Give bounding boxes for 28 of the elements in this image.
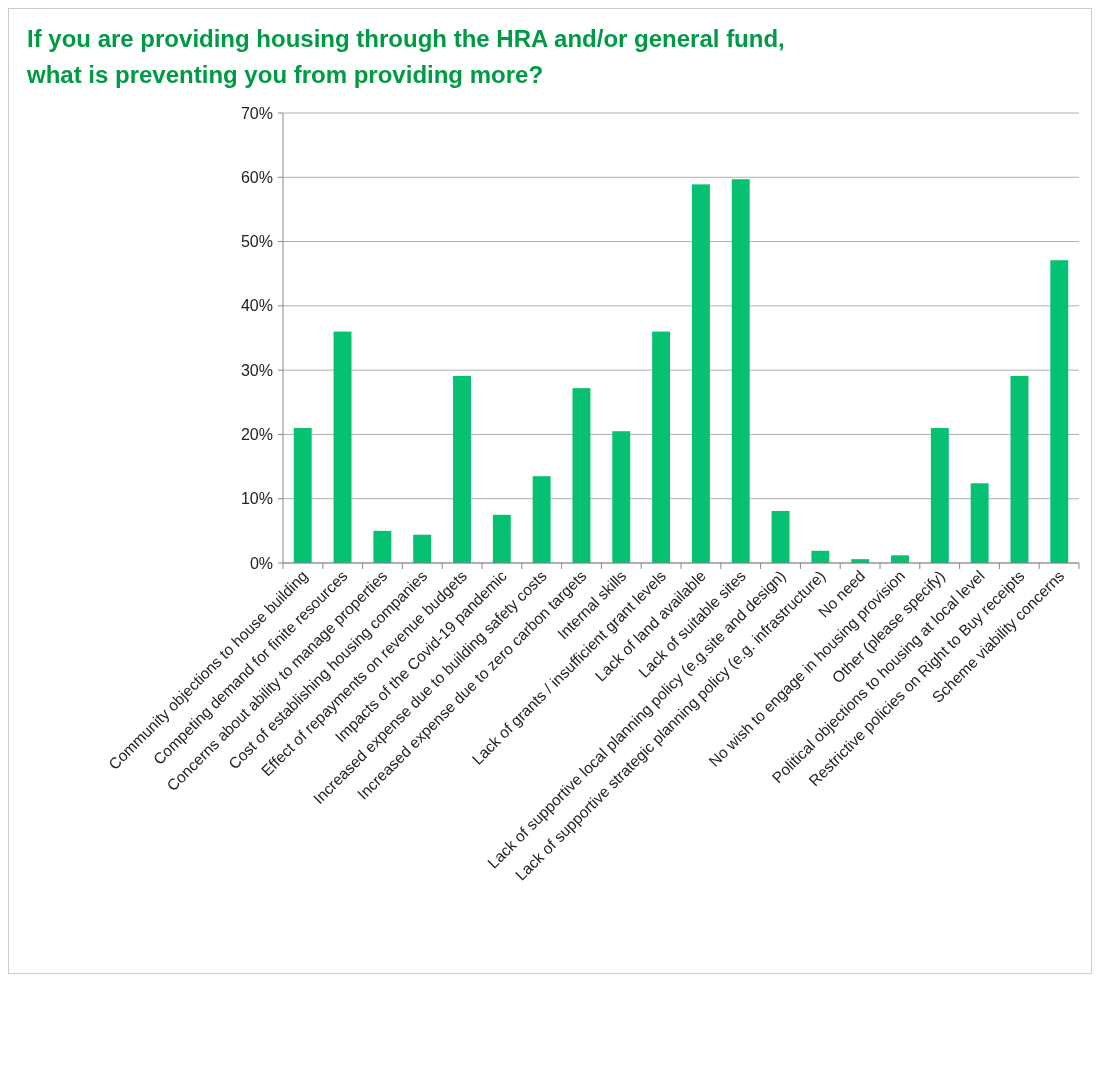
y-tick-label: 50%	[240, 233, 273, 251]
y-tick-label: 30%	[240, 361, 273, 379]
bar	[453, 375, 471, 563]
bar	[612, 431, 631, 563]
bar	[532, 476, 551, 563]
bar	[572, 388, 591, 563]
bar	[333, 331, 352, 563]
bar	[811, 550, 830, 563]
bar	[1050, 260, 1069, 563]
bar	[293, 428, 312, 563]
y-tick-label: 60%	[240, 168, 273, 186]
bar	[652, 331, 671, 563]
bar	[373, 530, 392, 563]
bar	[1010, 375, 1029, 563]
bar	[970, 483, 989, 563]
bar	[891, 555, 909, 563]
y-tick-label: 70%	[240, 104, 273, 122]
y-tick-label: 0%	[249, 554, 273, 572]
bar	[413, 534, 432, 563]
bar	[771, 510, 790, 563]
bar	[731, 179, 750, 563]
chart-title: If you are providing housing through the HRA and/or general fund, what is preventing you from providing more?	[26, 24, 786, 90]
bar	[691, 184, 710, 563]
bar	[930, 428, 949, 563]
y-tick-label: 10%	[240, 490, 273, 508]
bar	[492, 514, 511, 563]
y-tick-label: 40%	[240, 297, 273, 315]
y-tick-label: 20%	[240, 426, 273, 444]
